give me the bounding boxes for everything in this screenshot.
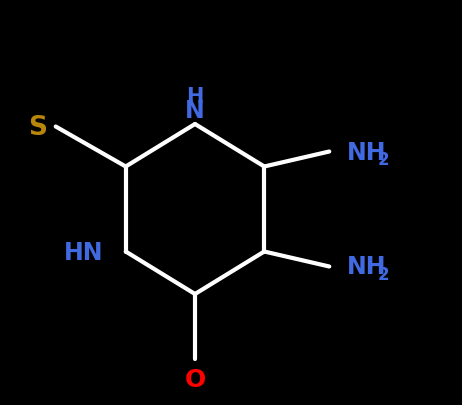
Text: O: O <box>184 367 206 391</box>
Text: NH: NH <box>347 140 387 164</box>
Text: 2: 2 <box>377 150 389 168</box>
Text: NH: NH <box>347 255 387 279</box>
Text: N: N <box>185 99 205 123</box>
Text: S: S <box>28 114 47 140</box>
Text: 2: 2 <box>377 265 389 283</box>
Text: HN: HN <box>64 240 103 264</box>
Text: H: H <box>186 87 204 107</box>
